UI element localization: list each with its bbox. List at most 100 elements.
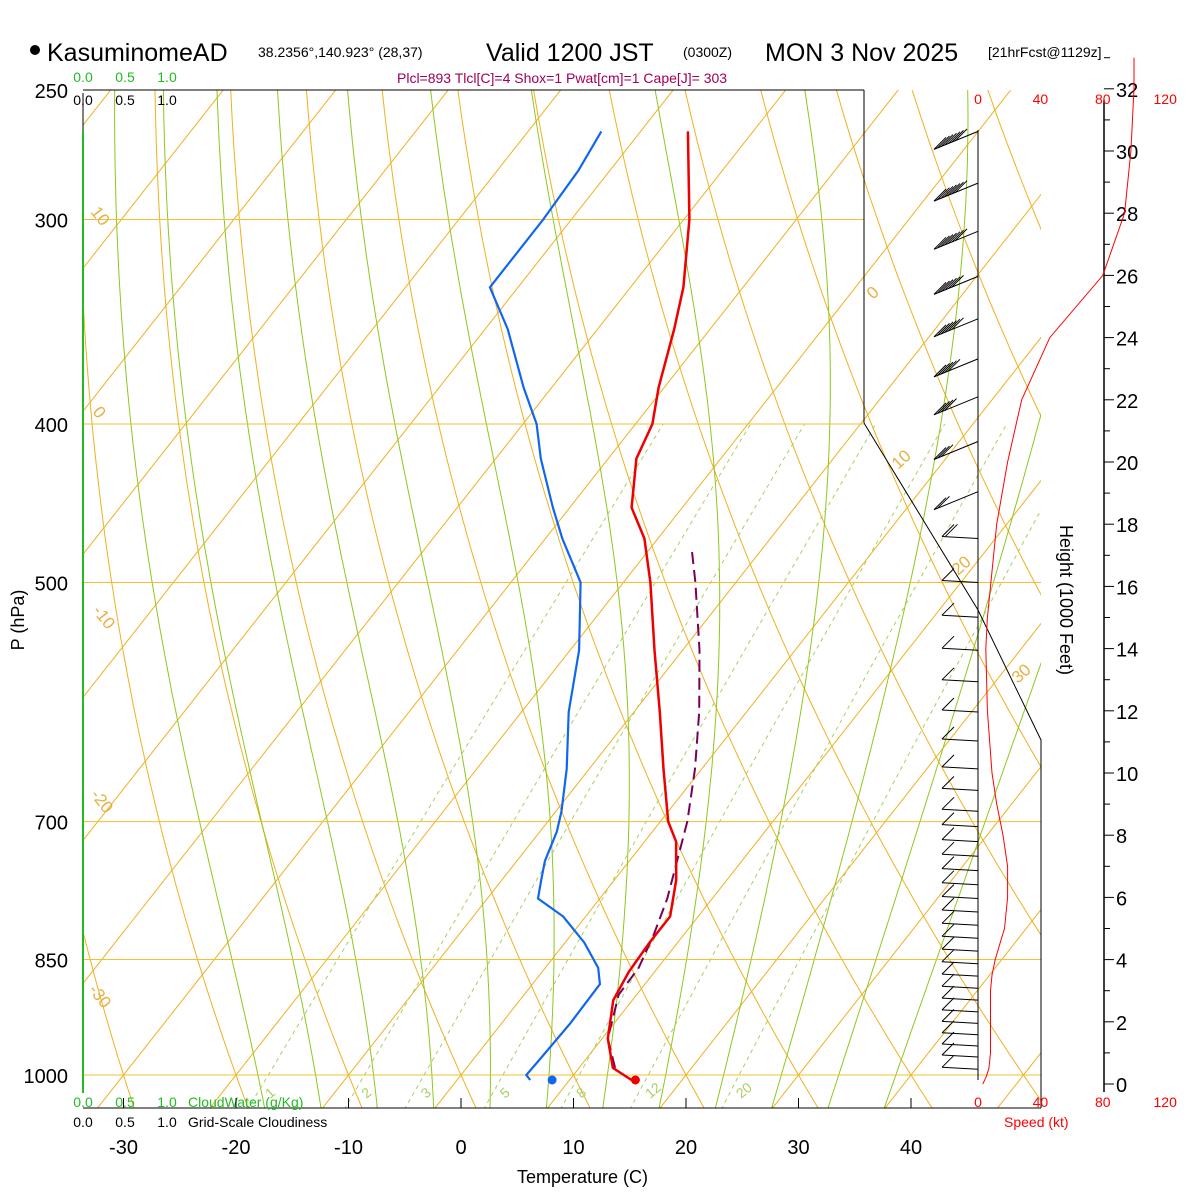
mixing-ratio-lines [248, 423, 1041, 1108]
mixing-ratio-line [483, 423, 877, 1108]
isotherm-line [209, 90, 1012, 1108]
wind-barb-staff [941, 948, 979, 952]
dry-adiabat-line [83, 289, 249, 1108]
dry-adiabat-line [305, 90, 591, 1108]
moist-adiabat-line [714, 90, 831, 1108]
wind-barb-staff [941, 1054, 979, 1058]
wind-barb-staff [941, 808, 979, 812]
height-tick-label: 22 [1116, 391, 1138, 413]
wind-barb-feather [933, 324, 947, 338]
height-tick-label: 8 [1116, 826, 1127, 848]
moist-adiabats [114, 90, 1041, 1108]
wind-barb [941, 936, 979, 952]
valid-label: Valid 1200 JST [486, 39, 654, 67]
wind-barb-feather [941, 635, 955, 649]
height-tick-label: 10 [1116, 764, 1138, 786]
wind-barb [941, 856, 979, 872]
speed-tick-label: 0 [974, 1094, 982, 1110]
speed-profile-line [982, 57, 1135, 1085]
wind-barb [933, 317, 979, 338]
wind-barb-feather [940, 279, 954, 292]
height-tick-label: 14 [1116, 640, 1138, 662]
wind-barb-staff [941, 614, 979, 618]
wind-barb-staff [933, 491, 979, 511]
temp-tick-label: 0 [455, 1137, 466, 1159]
isotherm-line [321, 193, 1041, 1108]
wind-barb-staff [941, 536, 979, 539]
isotherms [0, 61, 1041, 1110]
wind-barb-staff [941, 1032, 979, 1036]
wind-barb-feather [940, 444, 954, 458]
wind-barb-staff [941, 868, 979, 872]
y-axis-label: P (hPa) [8, 590, 28, 651]
height-tick-label: 30 [1116, 142, 1138, 164]
isotherm-line [83, 90, 449, 556]
wind-barb-feather [941, 897, 955, 911]
isotherm-label: 20 [948, 552, 975, 579]
wind-barb-staff [941, 909, 979, 913]
moist-adiabat-line [530, 90, 630, 1108]
wind-barb-staff [941, 922, 979, 926]
wind-barb-feather [937, 401, 950, 414]
wind-barb-feather [933, 137, 947, 150]
wind-barb-feather [951, 181, 964, 195]
wind-barb-feather [937, 135, 950, 149]
wind-barb-feather [941, 997, 955, 1011]
wind-barb-feather [933, 402, 947, 416]
station-dot-icon [30, 45, 40, 55]
isotherm-line [0, 61, 21, 1110]
wind-barb [933, 275, 979, 295]
cloudiness-tick-label: 0.0 [73, 1114, 93, 1130]
mixing-ratio-line [629, 423, 1008, 1108]
temp-tick-label: 40 [900, 1137, 922, 1159]
moist-adiabat-line [162, 90, 322, 1108]
dry-adiabats [83, 90, 1041, 1108]
wind-barb-staff [941, 679, 979, 683]
wind-barb-feather [944, 132, 957, 146]
moist-adiabat-line [883, 661, 1041, 1108]
temperature-trace [606, 131, 691, 1085]
valid-date: MON 3 Nov 2025 [765, 39, 958, 67]
wind-barb-feather [954, 128, 968, 142]
wind-barb [941, 667, 979, 683]
height-tick-label: 0 [1116, 1075, 1127, 1097]
wind-barb [941, 1020, 979, 1036]
mixing-ratio-line [248, 423, 664, 1108]
wind-barb-staff [941, 935, 979, 939]
mixing-ratio-labels: 1 2 3 5 8 12 20 [262, 1079, 755, 1101]
wind-barb-staff [941, 985, 979, 989]
pressure-tick-label: 300 [35, 211, 68, 233]
speed-tick-label: 120 [1154, 1094, 1178, 1110]
height-tick-label: 32 [1116, 80, 1138, 102]
temp-tick-label: 10 [562, 1137, 584, 1159]
wind-barb [941, 523, 979, 539]
height-tick-label: 4 [1116, 951, 1127, 973]
wind-barb-feather [937, 323, 950, 336]
wind-barb-feather [937, 280, 950, 294]
wind-barb-feather [940, 185, 954, 199]
forecast-label: [21hrFcst@1129z] [988, 44, 1102, 60]
wind-barb [941, 973, 979, 989]
wind-barb-feather [941, 812, 955, 825]
wind-barb-feather [944, 320, 957, 333]
wind-barb [941, 697, 979, 713]
station-coords: 38.2356°,140.923° (28,37) [258, 44, 423, 60]
wind-barb-feather [941, 985, 955, 999]
wind-barb [941, 1009, 979, 1024]
mixing-ratio-label: 2 [358, 1084, 374, 1101]
wind-barb [941, 897, 979, 913]
wind-barb-staff [941, 709, 979, 713]
cloudiness-tick-label: 0.0 [73, 92, 93, 108]
isotherm-line [434, 336, 1041, 1108]
utc-label: (0300Z) [683, 44, 732, 60]
speed-profile [982, 57, 1135, 1085]
wind-barb-feather [933, 188, 947, 202]
wind-barb-staff [941, 1020, 979, 1024]
wind-barb-staff [941, 1009, 979, 1013]
wind-barb-feather [944, 360, 957, 374]
wind-barb-staff [941, 787, 979, 791]
wind-barb [933, 228, 979, 250]
speed-tick-label: 80 [1095, 91, 1111, 107]
